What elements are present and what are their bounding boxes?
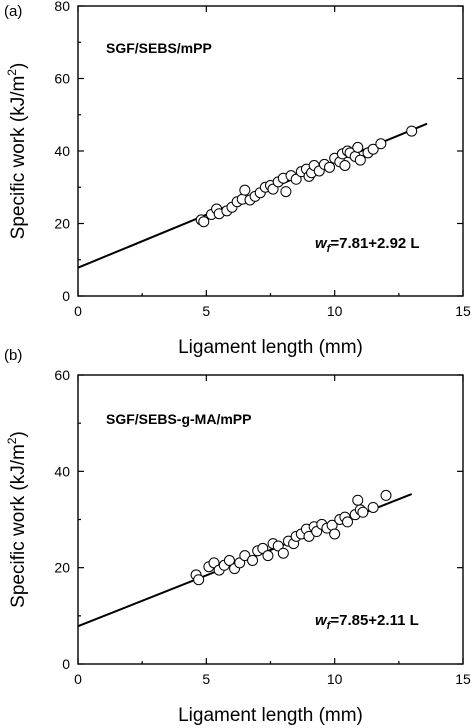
chart-b-y-tick-label: 0 [62, 656, 70, 672]
chart-a-data-point [280, 186, 292, 198]
chart-a-sample-label: SGF/SEBS/mPP [106, 40, 212, 56]
chart-a-data-point [339, 160, 351, 171]
chart-a-data-point [324, 161, 336, 173]
chart-a-y-axis-title: Specific work (kJ/m2) [5, 63, 29, 240]
chart-b-x-tick-label: 5 [202, 671, 210, 687]
chart-b-x-tick-label: 10 [327, 671, 343, 687]
chart-b-data-point [342, 516, 353, 528]
chart-a-data-point [239, 184, 251, 196]
chart-b-data-point [367, 501, 379, 513]
chart-b-panel-label: (b) [4, 347, 22, 364]
chart-b-data-point [380, 489, 392, 501]
chart-a-x-tick-label: 10 [327, 303, 343, 319]
chart-a-y-tick-label: 80 [54, 0, 70, 14]
chart-a-data-point [375, 138, 387, 150]
chart-a-data-point [198, 216, 210, 228]
chart-a-x-tick-label: 5 [202, 303, 210, 319]
chart-a-data-point [290, 173, 302, 185]
chart-b-y-tick-label: 20 [54, 560, 70, 576]
chart-b-x-tick-label: 15 [455, 671, 471, 687]
chart-a-x-tick-label: 0 [74, 303, 82, 319]
chart-b-data-point [303, 530, 315, 542]
chart-b-data-point [262, 550, 274, 562]
chart-a-x-axis-title: Ligament length (mm) [178, 337, 363, 358]
chart-b-data-point [277, 547, 289, 559]
chart-b-data-point [193, 574, 205, 586]
chart-a-data-point [354, 154, 366, 166]
chart-a-data-point [367, 143, 379, 155]
chart-b-y-axis-title: Specific work (kJ/m2) [5, 431, 29, 608]
chart-b-data-point [223, 554, 235, 566]
chart-a-data-point [352, 141, 364, 153]
chart-b-sample-label: SGF/SEBS-g-MA/mPP [106, 411, 251, 427]
chart-b-y-tick-label: 60 [54, 367, 70, 383]
chart-b-data-point [239, 550, 251, 562]
chart-a-x-tick-label: 15 [455, 303, 471, 319]
chart-a-y-tick-label: 40 [54, 143, 70, 159]
chart-b-fit-equation: wf=7.85+2.11 L [315, 612, 419, 632]
chart-a-panel-label: (a) [4, 3, 22, 20]
chart-a-fit-equation: wf=7.81+2.92 L [315, 235, 420, 255]
chart-b-data-point [352, 494, 364, 506]
chart-a-y-tick-label: 60 [54, 71, 70, 87]
chart-a-data-point [406, 125, 418, 137]
chart-b-group: 0 5 10 15 0 20 40 60 (b) SGF/SEBS-g-MA/mPP wf=7.85… [4, 347, 471, 726]
chart-b-x-axis-title: Ligament length (mm) [178, 705, 363, 726]
chart-a-y-tick-label: 0 [62, 288, 70, 304]
chart-b-data-point [329, 528, 341, 540]
chart-b-x-tick-label: 0 [74, 671, 82, 687]
chart-b-y-tick-label: 40 [54, 463, 70, 479]
chart-b-data-point [357, 506, 369, 518]
chart-a-y-tick-label: 20 [54, 216, 70, 232]
chart-b-data-point [247, 554, 259, 566]
chart-a-group: 0 5 10 15 0 20 40 60 80 (a) SGF/SEBS/mPP wf=7.81+2.… [4, 0, 471, 358]
